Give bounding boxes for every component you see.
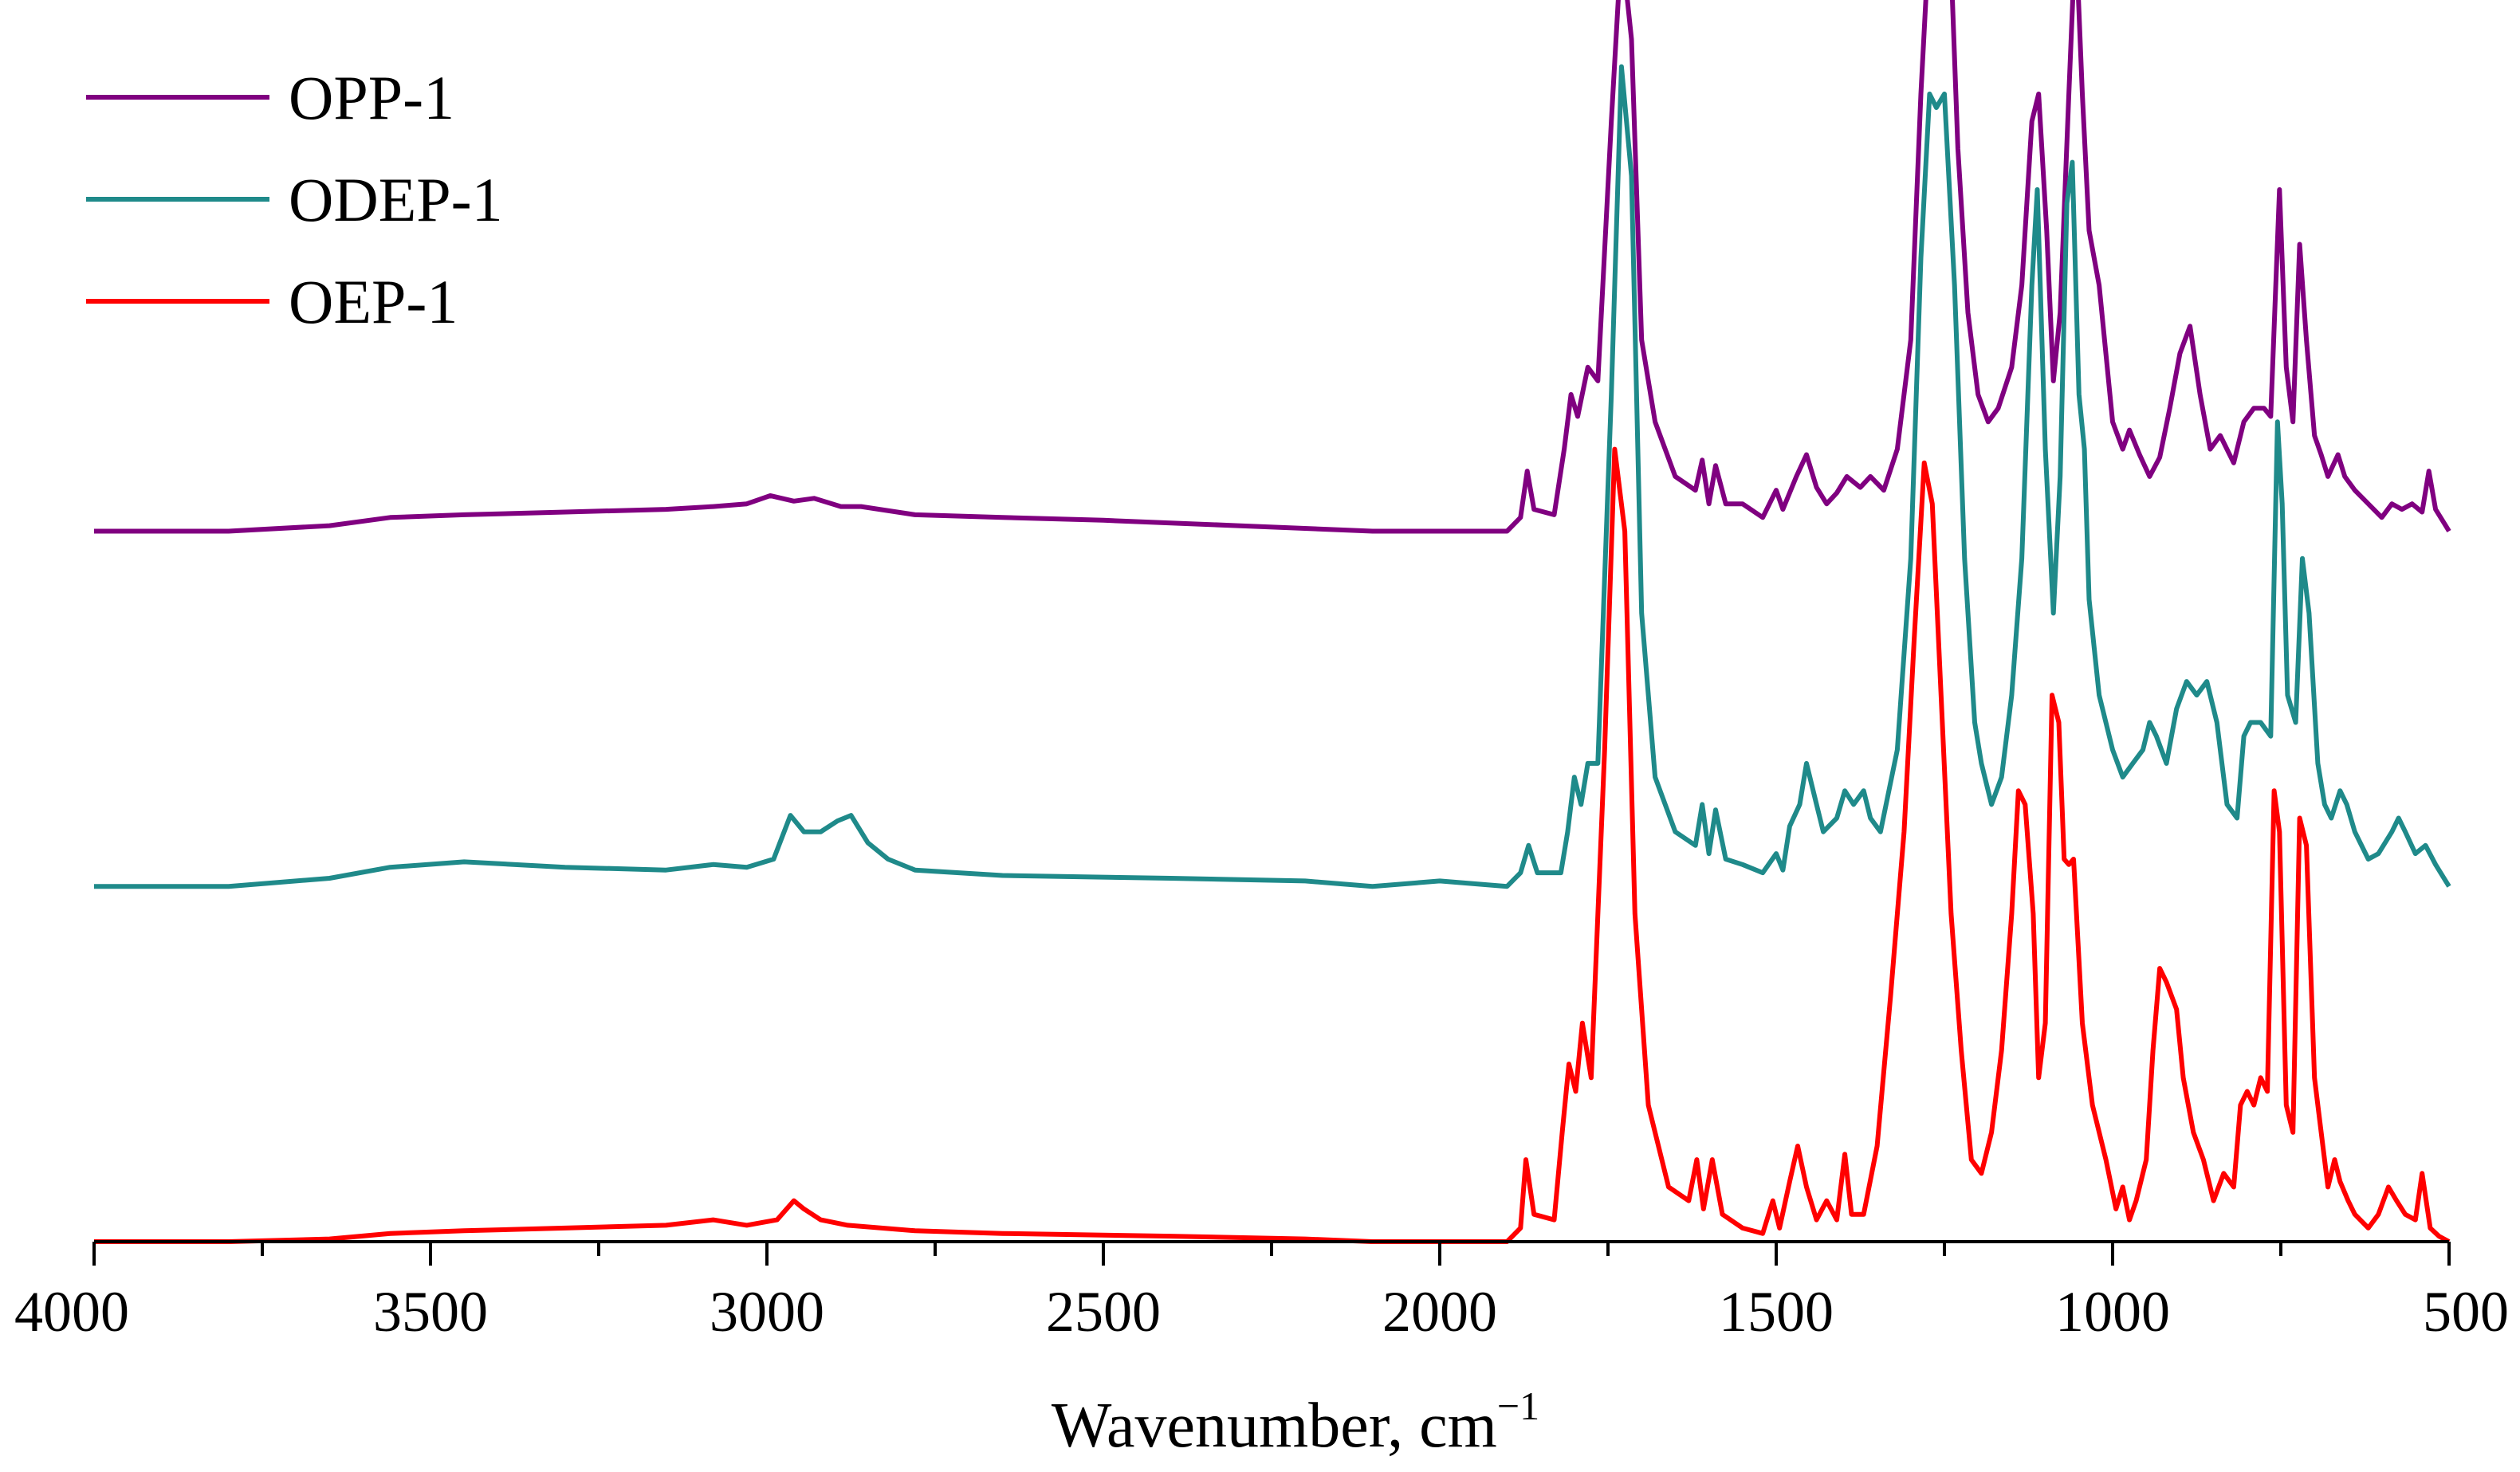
- x-tick-label: 3500: [373, 1280, 488, 1344]
- series-line-odep-1: [94, 64, 2451, 889]
- x-tick-label: 500: [2423, 1280, 2509, 1344]
- legend-label-oep-1: OEP-1: [289, 267, 458, 336]
- x-tick-label: 1500: [1719, 1280, 1834, 1344]
- x-axis-title-text: Wavenumber, cm: [1052, 1391, 1497, 1461]
- x-axis-title-superscript: −1: [1497, 1384, 1539, 1428]
- series-line-opp-1: [94, 0, 2451, 534]
- x-tick-label: 3000: [710, 1280, 824, 1344]
- x-tick-label: 4000: [14, 1280, 129, 1344]
- legend-label-opp-1: OPP-1: [289, 63, 454, 132]
- legend-label-odep-1: ODEP-1: [289, 165, 503, 234]
- series-line-oep-1: [94, 446, 2451, 1244]
- x-axis-title: Wavenumber, cm−1: [1052, 1384, 1539, 1461]
- series-layer: [94, 0, 2451, 1244]
- x-tick-label: 1000: [2055, 1280, 2170, 1344]
- x-ticks: 4000 3500 3000 2500 2000 1500 1000 500: [14, 1242, 2509, 1344]
- legend: OPP-1 ODEP-1 OEP-1: [86, 63, 503, 336]
- x-tick-label: 2000: [1382, 1280, 1497, 1344]
- x-tick-label: 2500: [1046, 1280, 1161, 1344]
